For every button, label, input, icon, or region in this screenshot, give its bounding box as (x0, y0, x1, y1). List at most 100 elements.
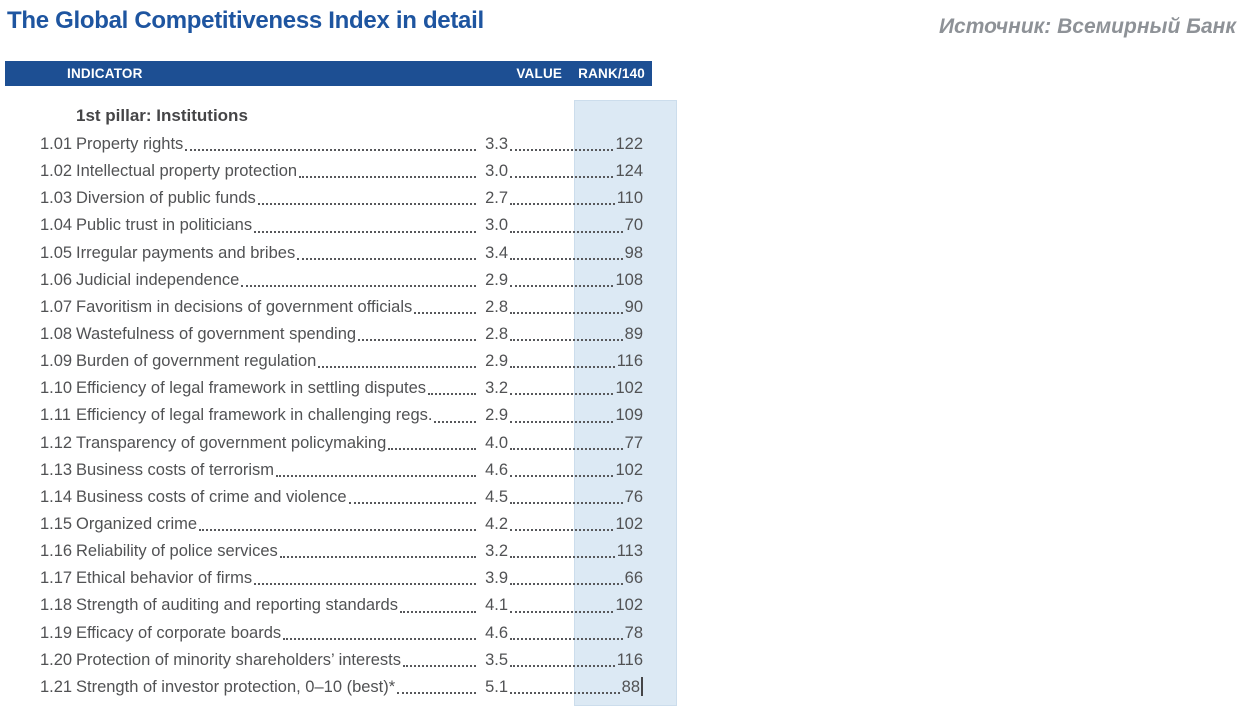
column-header-rank: RANK/140 (578, 66, 645, 81)
indicator-rank: 78 (624, 623, 643, 642)
indicator-name: Wastefulness of government spending (76, 324, 357, 343)
dot-leader (434, 420, 476, 423)
table-row: 1.10 Efficiency of legal framework in set… (5, 375, 652, 402)
table-row: 1.19 Efficacy of corporate boards 4.6 78 (5, 620, 652, 647)
indicator-number: 1.13 (40, 460, 73, 479)
indicator-value: 3.3 (485, 135, 508, 153)
dot-leader (388, 447, 476, 450)
indicator-number: 1.19 (40, 623, 73, 642)
indicator-rank: 88 (622, 674, 643, 701)
indicator-number: 1.06 (40, 270, 73, 289)
indicator-number: 1.17 (40, 569, 73, 588)
indicator-name-segment: Strength of auditing and reporting stand… (76, 592, 508, 619)
indicator-name-segment: Protection of minority shareholders’ int… (76, 647, 508, 674)
indicator-number: 1.10 (40, 379, 73, 398)
rank-column-selection-highlight (574, 100, 677, 706)
dot-leader (279, 556, 476, 559)
table-row: 1.01 Property rights 3.3 122 (5, 131, 652, 158)
dot-leader (318, 366, 476, 369)
indicator-name: Transparency of government policymaking (76, 433, 387, 452)
indicator-rank-segment: 98 (508, 240, 643, 267)
dot-leader (510, 691, 620, 694)
indicator-number: 1.04 (40, 216, 73, 235)
dot-leader (510, 257, 623, 260)
dot-leader (348, 501, 476, 504)
indicator-name: Ethical behavior of firms (76, 569, 253, 588)
indicator-value: 3.0 (485, 162, 508, 181)
indicator-value: 3.2 (485, 379, 508, 398)
indicator-name-segment: Ethical behavior of firms 3.9 (76, 565, 508, 592)
indicator-rank-segment: 90 (508, 294, 643, 321)
indicator-number: 1.07 (40, 297, 73, 316)
indicator-name-segment: Efficacy of corporate boards 4.6 (76, 620, 508, 647)
indicator-number: 1.21 (40, 677, 73, 696)
indicator-number: 1.18 (40, 596, 73, 615)
indicator-number: 1.15 (40, 514, 73, 533)
indicator-name: Property rights (76, 135, 184, 153)
indicator-number: 1.02 (40, 162, 73, 181)
indicator-name-segment: Transparency of government policymaking 4… (76, 430, 508, 457)
table-row: 1.11 Efficiency of legal framework in cha… (5, 402, 652, 429)
dot-leader (510, 230, 623, 233)
indicator-rank-segment: 102 (508, 592, 643, 619)
dot-leader (257, 203, 476, 206)
indicator-name: Efficiency of legal framework in challen… (76, 406, 433, 425)
indicator-rank: 122 (615, 135, 643, 153)
indicator-rank: 109 (615, 406, 643, 425)
indicator-rank: 90 (624, 297, 643, 316)
indicator-name: Diversion of public funds (76, 189, 256, 208)
indicator-value: 2.7 (485, 189, 508, 208)
indicator-number: 1.16 (40, 542, 73, 561)
indicator-name-segment: Burden of government regulation 2.9 (76, 348, 508, 375)
indicator-rank-segment: 116 (508, 348, 643, 375)
table-row: 1.21 Strength of investor protection, 0–1… (5, 674, 652, 701)
dot-leader (510, 366, 615, 369)
table-header-bar: INDICATOR VALUE RANK/140 (5, 61, 652, 86)
indicator-name: Protection of minority shareholders’ int… (76, 650, 401, 669)
dot-leader (254, 583, 476, 586)
dot-leader (397, 691, 476, 694)
indicator-rank-segment: 124 (508, 158, 643, 185)
indicator-name: Business costs of crime and violence (76, 487, 347, 506)
indicator-rank-segment: 122 (508, 131, 643, 158)
indicator-number: 1.14 (40, 487, 73, 506)
indicator-rank: 102 (615, 460, 643, 479)
table-row: 1.15 Organized crime 4.2 102 (5, 511, 652, 538)
indicator-value: 2.9 (485, 406, 508, 425)
indicator-name: Irregular payments and bribes (76, 243, 296, 262)
indicator-rank-segment: 76 (508, 484, 643, 511)
indicator-value: 3.0 (485, 216, 508, 235)
indicator-name: Public trust in politicians (76, 216, 253, 235)
indicator-rank: 70 (624, 216, 643, 235)
dot-leader (199, 529, 476, 532)
source-note: Источник: Всемирный Банк (938, 15, 1236, 38)
dot-leader (254, 230, 476, 233)
indicator-name-segment: Strength of investor protection, 0–10 (b… (76, 674, 508, 701)
indicator-rank-segment: 89 (508, 321, 643, 348)
indicator-number: 1.05 (40, 243, 73, 262)
indicator-rank: 108 (615, 270, 643, 289)
indicator-rank-segment: 102 (508, 457, 643, 484)
indicator-rank: 98 (624, 243, 643, 262)
indicator-name-segment: Public trust in politicians 3.0 (76, 212, 508, 239)
indicator-value: 4.1 (485, 596, 508, 615)
table-row: 1.18 Strength of auditing and reporting s… (5, 592, 652, 619)
indicator-rank: 116 (616, 352, 643, 371)
indicator-rank: 102 (615, 514, 643, 533)
indicator-rank: 110 (616, 189, 643, 208)
indicator-name-segment: Efficiency of legal framework in challen… (76, 402, 508, 429)
indicator-name-segment: Judicial independence 2.9 (76, 267, 508, 294)
indicator-name: Efficacy of corporate boards (76, 623, 282, 642)
indicator-number: 1.08 (40, 324, 73, 343)
indicator-rank-segment: 77 (508, 430, 643, 457)
indicator-name: Efficiency of legal framework in settlin… (76, 379, 427, 398)
indicator-table[interactable]: 1st pillar: Institutions 1.01 Property ri… (5, 100, 652, 701)
indicator-rank: 113 (616, 542, 643, 561)
pillar-section-title: 1st pillar: Institutions (76, 105, 248, 125)
dot-leader (276, 474, 476, 477)
indicator-rank-segment: 78 (508, 620, 643, 647)
indicator-name-segment: Diversion of public funds 2.7 (76, 185, 508, 212)
dot-leader (510, 284, 614, 287)
table-row: 1.03 Diversion of public funds 2.7 110 (5, 185, 652, 212)
indicator-name-segment: Organized crime 4.2 (76, 511, 508, 538)
